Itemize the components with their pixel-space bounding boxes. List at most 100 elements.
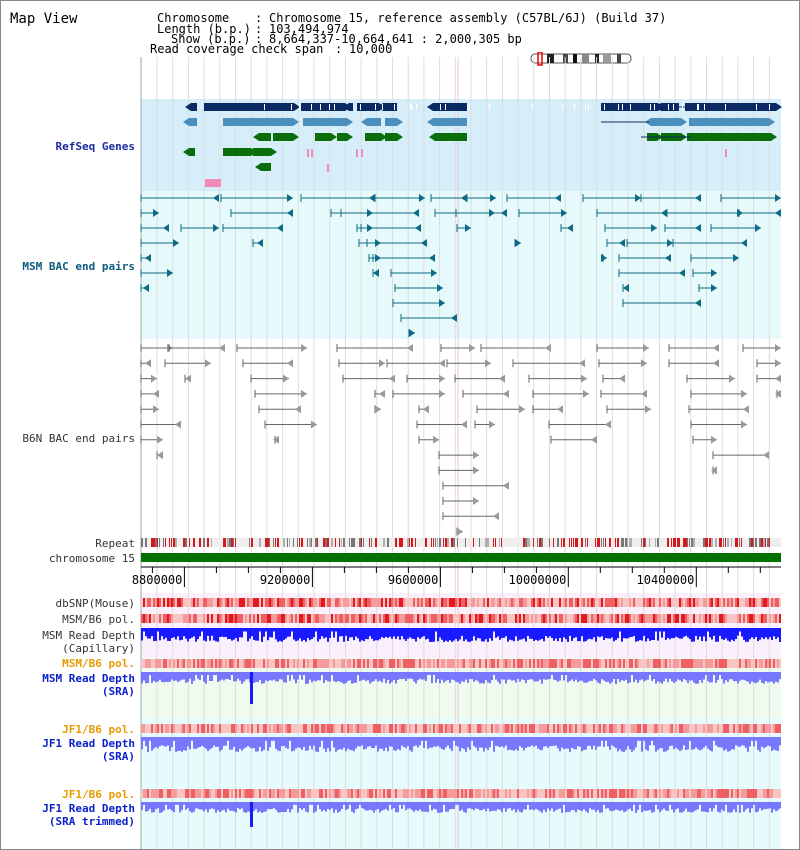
track-label-jf1-pol-2[interactable]: JF1/B6 pol.: [62, 788, 135, 801]
msm-capillary-depth: [279, 628, 281, 641]
jf1-b6-polymorphism: [771, 724, 773, 733]
repeat-element: [585, 538, 586, 547]
jf1-sra-trimmed-depth: [355, 802, 357, 810]
jf1-b6-polymorphism-trimmed: [541, 789, 543, 798]
gene-strand-arrow: [294, 103, 300, 111]
track-label-jf1-pol-1[interactable]: JF1/B6 pol.: [62, 723, 135, 736]
msm-sra-depth: [685, 672, 687, 681]
jf1-sra-depth: [311, 737, 313, 750]
jf1-sra-trimmed-depth: [661, 802, 663, 811]
msm-b6-polymorphism: [667, 614, 669, 623]
track-label-msm-b6-pol-1[interactable]: MSM/B6 pol.: [62, 613, 135, 626]
jf1-sra-trimmed-depth: [387, 802, 389, 811]
track-label-refseq[interactable]: RefSeq Genes: [55, 140, 135, 153]
track-label-repeat[interactable]: Repeat: [95, 537, 135, 550]
gene-strand-arrow: [427, 118, 433, 126]
msm-b6-polymorphism-sra: [621, 659, 623, 668]
track-label-msm-capillary-1[interactable]: MSM Read Depth: [42, 629, 135, 642]
repeat-element: [235, 538, 236, 547]
msm-capillary-depth: [573, 628, 575, 639]
jf1-sra-depth: [189, 737, 191, 750]
msm-b6-polymorphism-sra: [419, 659, 421, 668]
msm-capillary-depth: [521, 628, 523, 640]
msm-capillary-depth: [577, 628, 579, 642]
msm-b6-polymorphism-sra: [259, 659, 261, 668]
exon-tick: [329, 104, 330, 110]
gene-strand-arrow: [183, 148, 189, 156]
msm-b6-polymorphism-sra: [187, 659, 189, 668]
jf1-sra-trimmed-depth: [215, 802, 217, 813]
dbsnp-density: [467, 598, 469, 607]
jf1-sra-depth: [355, 737, 357, 749]
jf1-b6-polymorphism-trimmed: [627, 789, 629, 798]
jf1-b6-polymorphism: [301, 724, 303, 733]
jf1-b6-polymorphism: [697, 724, 699, 733]
jf1-sra-depth: [237, 737, 239, 752]
jf1-b6-polymorphism-trimmed: [723, 789, 725, 798]
dbsnp-density: [623, 598, 625, 607]
msm-sra-depth: [423, 672, 425, 680]
repeat-element: [411, 538, 413, 547]
msm-b6-polymorphism: [205, 614, 207, 623]
msm-b6-polymorphism: [643, 614, 645, 623]
dbsnp-density: [203, 598, 205, 607]
jf1-sra-trimmed-depth: [425, 802, 427, 812]
jf1-b6-polymorphism-trimmed: [629, 789, 631, 798]
msm-capillary-depth: [731, 628, 733, 640]
jf1-sra-trimmed-depth: [419, 802, 421, 810]
jf1-b6-polymorphism-trimmed: [777, 789, 779, 798]
msm-capillary-depth: [751, 628, 753, 638]
msm-sra-depth: [627, 672, 629, 684]
jf1-sra-depth: [303, 737, 305, 747]
msm-b6-polymorphism-sra: [405, 659, 407, 668]
msm-sra-depth: [295, 672, 297, 684]
gene-strand-arrow: [293, 118, 299, 126]
jf1-sra-depth: [339, 737, 341, 750]
track-label-b6n-bac[interactable]: B6N BAC end pairs: [22, 432, 135, 445]
track-label-msm-bac[interactable]: MSM BAC end pairs: [22, 260, 135, 273]
jf1-b6-polymorphism: [197, 724, 199, 733]
jf1-sra-trimmed-depth: [691, 802, 693, 813]
msm-b6-polymorphism: [625, 614, 627, 623]
msm-capillary-depth: [197, 628, 199, 640]
track-label-jf1-trim-1[interactable]: JF1 Read Depth: [42, 802, 135, 815]
jf1-sra-trimmed-depth: [543, 802, 545, 810]
repeat-element: [435, 538, 436, 547]
track-label-msm-sra-1[interactable]: MSM Read Depth: [42, 672, 135, 685]
dbsnp-density: [449, 598, 451, 607]
jf1-sra-trimmed-depth: [729, 802, 731, 813]
jf1-sra-depth: [541, 737, 543, 751]
jf1-sra-trimmed-depth: [509, 802, 511, 809]
msm-b6-polymorphism: [303, 614, 305, 623]
jf1-sra-trimmed-depth: [537, 802, 539, 810]
repeat-element: [297, 538, 298, 547]
track-label-dbsnp[interactable]: dbSNP(Mouse): [55, 597, 135, 610]
jf1-b6-polymorphism-trimmed: [761, 789, 763, 798]
dbsnp-density: [531, 598, 533, 607]
track-label-jf1-sra-1[interactable]: JF1 Read Depth: [42, 737, 135, 750]
jf1-b6-polymorphism-trimmed: [535, 789, 537, 798]
dbsnp-density: [145, 598, 147, 607]
b6n-bac-arrow: [763, 451, 769, 460]
msm-sra-depth: [309, 672, 311, 680]
jf1-b6-polymorphism-trimmed: [255, 789, 257, 798]
jf1-sra-depth: [295, 737, 297, 749]
jf1-b6-polymorphism: [229, 724, 231, 733]
track-label-msm-b6-pol-2[interactable]: MSM/B6 pol.: [62, 657, 135, 670]
msm-b6-polymorphism: [659, 614, 661, 623]
jf1-sra-depth: [693, 737, 695, 750]
jf1-sra-trimmed-depth: [503, 802, 505, 809]
jf1-b6-polymorphism-trimmed: [399, 789, 401, 798]
msm-sra-depth: [399, 672, 401, 679]
msm-b6-polymorphism: [345, 614, 347, 623]
msm-capillary-depth: [749, 628, 751, 640]
msm-b6-polymorphism: [765, 614, 767, 623]
repeat-element: [499, 538, 500, 547]
msm-sra-depth: [649, 672, 651, 675]
msm-sra-depth: [461, 672, 463, 682]
msm-sra-depth: [263, 672, 265, 684]
msm-b6-polymorphism-sra: [261, 659, 263, 668]
msm-sra-depth: [341, 672, 343, 683]
msm-bac-arrow: [733, 254, 739, 262]
